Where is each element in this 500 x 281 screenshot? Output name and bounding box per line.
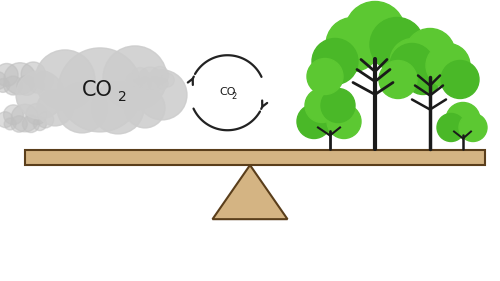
Circle shape <box>459 114 487 142</box>
Circle shape <box>4 63 36 95</box>
Circle shape <box>426 44 470 87</box>
FancyBboxPatch shape <box>25 149 485 165</box>
Circle shape <box>437 114 465 142</box>
Circle shape <box>370 17 424 71</box>
Circle shape <box>345 1 405 62</box>
Circle shape <box>441 60 479 99</box>
Circle shape <box>33 117 46 131</box>
Circle shape <box>4 76 22 95</box>
Circle shape <box>157 78 168 89</box>
Circle shape <box>446 103 480 137</box>
Circle shape <box>30 78 44 93</box>
Circle shape <box>37 90 73 126</box>
Circle shape <box>35 50 95 110</box>
Text: 2: 2 <box>118 90 127 104</box>
Circle shape <box>305 89 339 123</box>
Circle shape <box>103 46 167 110</box>
Circle shape <box>34 71 53 90</box>
Circle shape <box>16 71 64 119</box>
Circle shape <box>26 103 47 124</box>
Circle shape <box>125 88 165 128</box>
Circle shape <box>390 44 434 87</box>
Circle shape <box>0 71 6 90</box>
Circle shape <box>326 17 380 71</box>
Circle shape <box>132 79 142 89</box>
Circle shape <box>307 58 343 94</box>
Circle shape <box>132 67 148 84</box>
Circle shape <box>151 66 169 84</box>
Circle shape <box>297 105 331 139</box>
Circle shape <box>22 115 40 133</box>
Circle shape <box>138 77 152 91</box>
Circle shape <box>327 105 361 139</box>
Circle shape <box>148 76 162 91</box>
Circle shape <box>0 79 10 92</box>
Circle shape <box>0 64 18 86</box>
Text: CO: CO <box>82 80 112 100</box>
Circle shape <box>0 112 13 128</box>
Circle shape <box>308 89 352 133</box>
Circle shape <box>57 83 107 133</box>
Polygon shape <box>212 165 288 219</box>
Circle shape <box>4 105 24 124</box>
Circle shape <box>17 76 36 96</box>
Circle shape <box>11 116 28 132</box>
Circle shape <box>37 112 54 128</box>
Circle shape <box>58 48 142 132</box>
Circle shape <box>4 118 16 130</box>
Circle shape <box>11 104 39 132</box>
Circle shape <box>379 60 417 99</box>
Circle shape <box>137 70 187 120</box>
Circle shape <box>92 82 144 134</box>
Circle shape <box>321 89 355 123</box>
Circle shape <box>405 58 441 94</box>
Circle shape <box>138 67 162 90</box>
Circle shape <box>126 73 140 87</box>
Circle shape <box>21 62 46 86</box>
Circle shape <box>390 38 436 85</box>
Text: 2: 2 <box>232 92 237 101</box>
Circle shape <box>160 73 174 87</box>
Circle shape <box>312 38 358 85</box>
Circle shape <box>405 28 455 78</box>
Text: CO: CO <box>219 87 236 97</box>
